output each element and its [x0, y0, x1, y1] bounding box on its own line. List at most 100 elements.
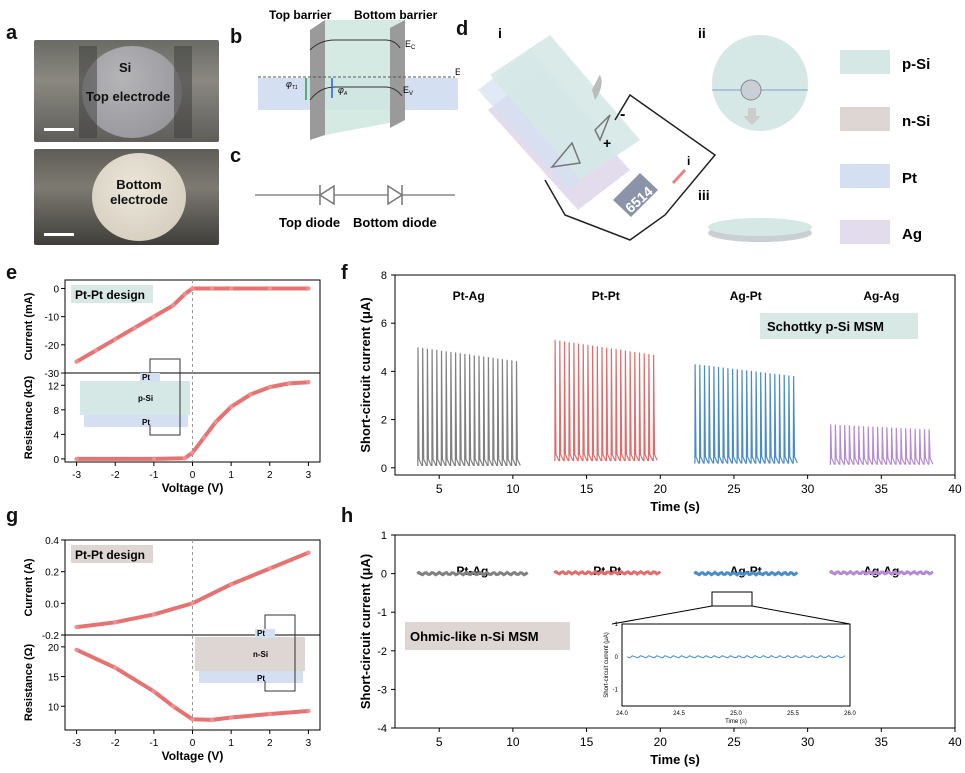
- current-curve-point: [113, 336, 118, 342]
- y-tick-label: 0.4: [45, 536, 59, 547]
- panel-letter-b: b: [230, 26, 243, 48]
- panel-letter-d: d: [456, 18, 469, 40]
- x-axis-label: Time (s): [650, 752, 700, 767]
- current-curve-point: [228, 286, 234, 291]
- resistance-curve-point: [306, 708, 311, 714]
- current-arrow: [671, 168, 687, 185]
- resistance-curve-point: [151, 689, 157, 694]
- inset-y-tick-label: -1: [613, 688, 619, 694]
- panel-letter-a: a: [6, 22, 18, 44]
- x-tick-label: 40: [948, 482, 962, 496]
- phi-b-label: φA: [338, 85, 348, 97]
- y-tick-label: 0: [53, 455, 59, 466]
- series-pt-pt: [554, 340, 658, 462]
- y-axis-label: Short-circuit current (μA): [358, 297, 373, 452]
- x-tick-label: 0: [190, 738, 196, 749]
- inset-top-pt: [140, 373, 160, 382]
- bottom-barrier-label: Bottom barrier: [354, 8, 438, 22]
- panel-g-chart: -3 -2 -1 0 1 2 3 Voltage (V) 0.4 0.2 0.0 -0.220 15 10…: [23, 536, 321, 763]
- resistance-curve-point: [213, 419, 218, 425]
- inset-top-label: Pt: [142, 373, 150, 382]
- resistance-curve-point: [151, 456, 157, 462]
- photo-bottom-label-1: Bottom: [116, 177, 162, 192]
- x-axis-label: Voltage (V): [162, 481, 224, 495]
- minus-sign: -: [620, 106, 625, 123]
- group-label: Pt-Pt: [592, 289, 620, 303]
- x-tick-label: 2: [267, 470, 273, 481]
- device-inset: Pt n-Si Pt: [195, 614, 305, 692]
- design-label-bg: [71, 545, 153, 563]
- inset-top-label: Pt: [257, 629, 265, 638]
- y-tick-label: -3: [377, 684, 387, 696]
- ec-line: [309, 39, 401, 51]
- plus-sign: +: [603, 135, 611, 151]
- photo-bottom-electrode: Bottom electrode: [34, 149, 219, 245]
- inset-y-tick-label: 0: [615, 655, 619, 661]
- plot-frame: [394, 274, 956, 476]
- sub-label-ii: ii: [698, 25, 706, 41]
- y-axis-label-bottom: Resistance (Ω): [23, 644, 35, 722]
- current-curve-point: [182, 291, 187, 297]
- meter-box: [613, 173, 658, 217]
- top-view-wafer: [712, 35, 808, 131]
- wafer-top: [82, 46, 182, 138]
- inset-x-tick-label: 24.0: [616, 711, 628, 717]
- legend-label-n-si: n-Si: [902, 113, 930, 130]
- arrow-i-label: i: [687, 154, 690, 168]
- current-curve-point: [151, 314, 157, 319]
- y-tick-label: -1: [377, 607, 387, 619]
- x-tick-label: -3: [72, 470, 81, 481]
- inset-frame: [621, 623, 851, 707]
- sub-label-iii: iii: [698, 187, 710, 203]
- current-curve-point: [267, 566, 272, 571]
- inset-wire: [264, 614, 296, 692]
- design-label-text: Pt-Pt design: [75, 548, 145, 562]
- resistance-curve-point: [248, 392, 253, 397]
- ef-label: EF: [455, 67, 460, 79]
- inset-x-tick-label: 25.5: [787, 711, 799, 717]
- inset-bottom-pt: [84, 415, 188, 427]
- panel-letter-e: e: [6, 262, 18, 284]
- sub-label-i: i: [498, 25, 502, 41]
- scale-bar: [44, 233, 74, 236]
- ec-label: EC: [405, 39, 416, 51]
- y-tick-label: 10: [48, 702, 60, 713]
- series-ag-ag: [828, 569, 934, 576]
- y-tick-label: 8: [53, 406, 59, 417]
- x-tick-label: 2: [267, 738, 273, 749]
- series-ag-pt: [694, 364, 798, 464]
- current-curve-point: [228, 582, 234, 587]
- x-tick-label: 25: [727, 735, 741, 749]
- resistance-curve-point: [182, 456, 187, 461]
- legend-swatch-n-si: [840, 107, 890, 131]
- y-tick-label: -2: [377, 646, 387, 658]
- current-curve-point: [306, 550, 311, 555]
- x-tick-label: 3: [306, 470, 312, 481]
- x-tick-label: 25: [727, 482, 741, 496]
- annotation-bg: [405, 622, 570, 650]
- resistance-curve-point: [228, 715, 234, 720]
- ev-line: [309, 86, 403, 101]
- resistance-curve-point: [190, 450, 195, 455]
- inset-y-tick-label: 1: [615, 622, 619, 628]
- plot-frame: [394, 534, 956, 729]
- wafer-bottom: [92, 153, 186, 241]
- current-curve-point: [209, 286, 215, 291]
- x-tick-label: -3: [72, 738, 81, 749]
- d-diode-2: [594, 114, 611, 142]
- x-tick-label: 35: [875, 482, 889, 496]
- y-axis-label-bottom: Resistance (kΩ): [23, 375, 35, 459]
- x-tick-label: -1: [149, 470, 158, 481]
- y-tick-label: 6: [381, 318, 387, 330]
- down-arrow: [743, 108, 761, 125]
- x-axis-label: Time (s): [650, 499, 700, 514]
- zoom-line-left: [611, 605, 713, 625]
- y-tick-label: 4: [53, 430, 59, 441]
- band-diagram: Top barrier Bottom barrier EC EF EV φT1 …: [258, 8, 460, 140]
- resistance-curve-point: [306, 380, 311, 385]
- bottom-diode-label: Bottom diode: [353, 215, 437, 230]
- resistance-curve-point: [113, 665, 118, 670]
- y-tick-label: 12: [48, 381, 60, 392]
- inset-mid-label: n-Si: [253, 650, 268, 659]
